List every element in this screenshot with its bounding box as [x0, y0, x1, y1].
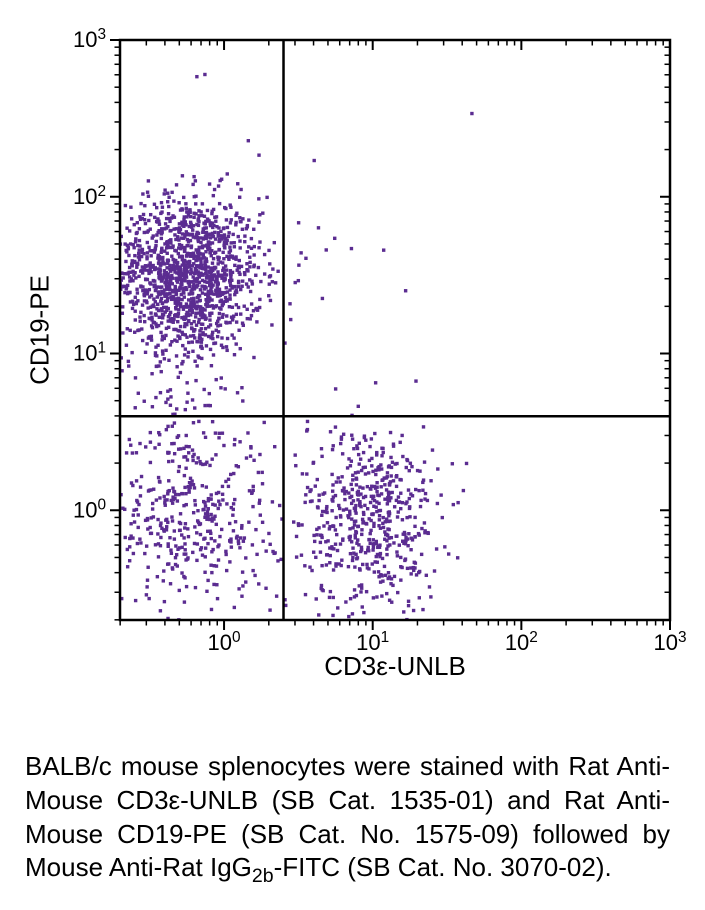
- svg-text:102: 102: [73, 182, 106, 209]
- plot-wrapper: 100101102103100101102103 CD19-PE CD3ε-UN…: [20, 20, 675, 720]
- svg-text:101: 101: [73, 339, 106, 366]
- svg-text:102: 102: [505, 629, 538, 656]
- svg-text:100: 100: [73, 496, 106, 523]
- figure-caption: BALB/c mouse splenocytes were stained wi…: [20, 750, 675, 890]
- svg-text:100: 100: [208, 629, 241, 656]
- y-axis-label: CD19-PE: [25, 275, 56, 385]
- svg-text:103: 103: [653, 629, 686, 656]
- svg-text:103: 103: [73, 26, 106, 53]
- figure-container: 100101102103100101102103 CD19-PE CD3ε-UN…: [0, 0, 705, 910]
- x-axis-label: CD3ε-UNLB: [324, 651, 466, 682]
- scatter-plot: 100101102103100101102103: [20, 20, 705, 720]
